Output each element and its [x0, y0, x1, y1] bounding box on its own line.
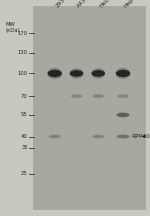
Ellipse shape [70, 70, 83, 77]
Ellipse shape [71, 95, 82, 98]
Text: 55: 55 [21, 112, 28, 118]
Text: 170: 170 [18, 31, 28, 36]
Text: 70: 70 [21, 94, 28, 99]
Ellipse shape [71, 94, 82, 98]
Ellipse shape [49, 135, 61, 138]
Text: RPP40: RPP40 [131, 134, 150, 139]
Ellipse shape [92, 135, 104, 138]
Ellipse shape [117, 95, 129, 98]
Text: 130: 130 [18, 50, 28, 56]
Text: HeLa: HeLa [98, 0, 112, 9]
Text: MW
(kDa): MW (kDa) [5, 22, 20, 33]
Text: A431: A431 [76, 0, 91, 9]
Text: 25: 25 [21, 171, 28, 176]
Text: 293T: 293T [55, 0, 69, 9]
Ellipse shape [47, 68, 62, 79]
Ellipse shape [116, 68, 130, 79]
Ellipse shape [117, 94, 129, 98]
Ellipse shape [91, 68, 105, 79]
Text: 40: 40 [21, 134, 28, 139]
Ellipse shape [93, 95, 104, 98]
Ellipse shape [116, 134, 130, 139]
Text: 100: 100 [18, 71, 28, 76]
Ellipse shape [116, 112, 130, 118]
Ellipse shape [48, 134, 61, 139]
Text: 35: 35 [21, 145, 28, 151]
Ellipse shape [116, 70, 130, 77]
Ellipse shape [117, 135, 129, 138]
Bar [33, 6, 146, 210]
Ellipse shape [92, 70, 105, 77]
Text: HepG2: HepG2 [123, 0, 141, 9]
Ellipse shape [69, 68, 84, 79]
Ellipse shape [48, 70, 62, 77]
Ellipse shape [92, 134, 105, 139]
Ellipse shape [92, 94, 104, 98]
Ellipse shape [117, 113, 129, 117]
